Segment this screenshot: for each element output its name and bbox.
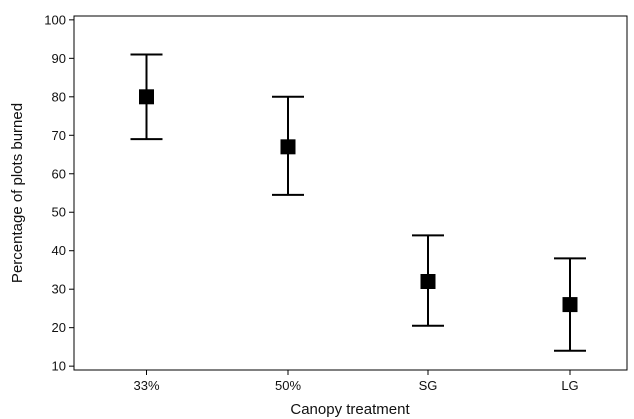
y-tick-label: 70 <box>52 128 66 143</box>
y-tick-label: 20 <box>52 320 66 335</box>
data-point-group <box>130 53 163 141</box>
y-tick-label: 80 <box>52 89 66 104</box>
data-point-marker <box>139 89 154 105</box>
x-tick-label: LG <box>561 378 578 393</box>
data-point-marker <box>280 139 296 155</box>
y-tick-label: 60 <box>52 166 66 181</box>
data-point-marker <box>420 274 436 289</box>
y-axis: 10 20 30 40 50 60 70 80 90 100 <box>44 12 74 374</box>
data-point-marker <box>562 297 578 313</box>
x-axis-label: Canopy treatment <box>290 401 410 418</box>
y-tick-label: 100 <box>44 12 66 27</box>
y-tick-label: 30 <box>52 282 66 297</box>
y-tick-label: 90 <box>52 51 66 66</box>
x-tick-label: SG <box>419 378 438 393</box>
data-point-group <box>272 95 304 196</box>
x-tick-label: 50% <box>275 378 301 393</box>
y-tick-label: 40 <box>52 243 66 258</box>
plot-frame <box>73 15 628 371</box>
data-point-group <box>412 234 444 327</box>
x-axis: 33% 50% SG LG <box>133 370 579 393</box>
y-axis-label: Percentage of plots burned <box>9 103 26 283</box>
y-tick-label: 50 <box>52 205 66 220</box>
data-point-group <box>554 257 586 352</box>
y-tick-label: 10 <box>52 359 66 374</box>
x-tick-label: 33% <box>133 378 159 393</box>
plot-area <box>130 53 586 352</box>
